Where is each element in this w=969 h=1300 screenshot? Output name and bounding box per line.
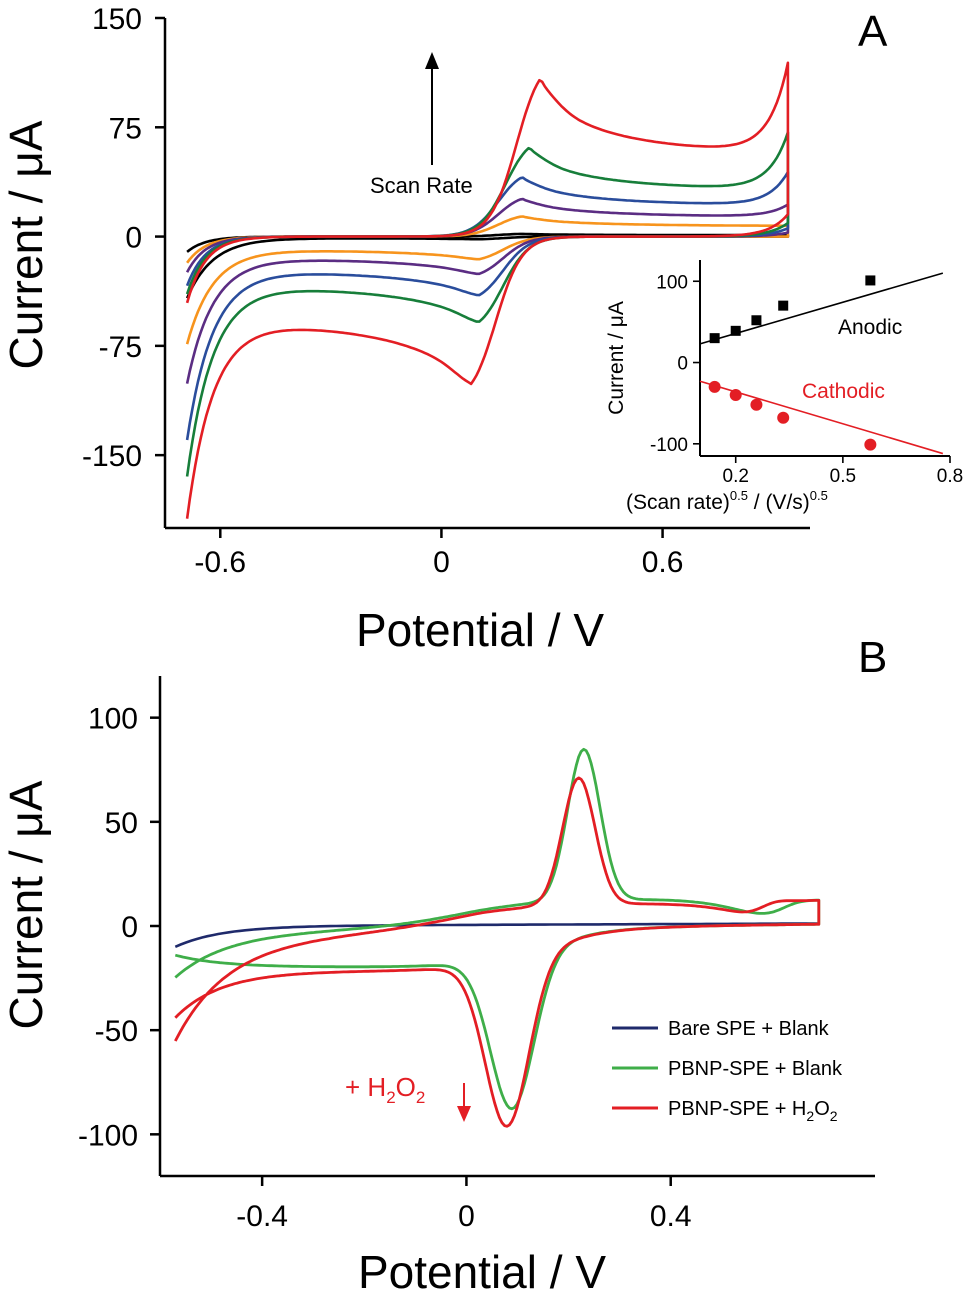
scan-rate-arrow <box>425 52 439 165</box>
panel-b-x-tick-label: 0 <box>458 1200 475 1233</box>
inset-x-title-mid: / (V/s) <box>748 491 810 514</box>
inset-x-tick-label: 0.8 <box>937 466 963 487</box>
inset-x-axis-title: (Scan rate)0.5 / (V/s)0.5 <box>626 488 828 514</box>
panel-a-y-tick-label: -75 <box>99 331 142 364</box>
h2o2-annotation: + H2O2 <box>345 1072 425 1107</box>
panel-b-x-tick-label: 0.4 <box>650 1200 692 1233</box>
h2o2-arrow <box>457 1083 471 1122</box>
panel-a-y-tick-label: 0 <box>125 222 142 255</box>
panel-a-cv-curve-6 <box>185 61 790 519</box>
panel-b-curves <box>174 747 821 1128</box>
inset-x-tick-label: 0.2 <box>723 466 749 487</box>
panel-a-y-tick-label: -150 <box>82 440 142 473</box>
panel-b-curve-bare-spe <box>174 922 819 948</box>
panel-a-y-axis-title: Current / μA <box>0 120 52 369</box>
panel-b-curve-pbnp-h2o2 <box>174 776 821 1128</box>
panel-a-x-axis-title: Potential / V <box>356 604 604 656</box>
panel-a-curves <box>185 61 790 519</box>
svg-text:PBNP-SPE + H2O2: PBNP-SPE + H2O2 <box>668 1098 838 1124</box>
panel-a-cv-curve-3 <box>185 197 790 384</box>
panel-b-y-tick-label: -100 <box>78 1119 138 1152</box>
panel-letter-a: A <box>858 7 888 56</box>
panel-b-x-axis-title: Potential / V <box>358 1246 606 1298</box>
inset-point-anodic <box>730 325 741 336</box>
inset-series <box>699 272 944 455</box>
inset-point-cathodic <box>864 438 877 451</box>
panel-a-cv-curve-5 <box>185 131 790 477</box>
panel-b-y-tick-label: 100 <box>88 703 138 736</box>
panel-a-y-tick-label: 150 <box>92 3 142 36</box>
panel-a-x-tick-label: 0 <box>433 546 450 579</box>
inset-point-cathodic <box>708 380 721 393</box>
panel-b-x-tick-label: -0.4 <box>236 1200 288 1233</box>
svg-text:Bare SPE + Blank: Bare SPE + Blank <box>668 1018 830 1040</box>
inset-x-tick-label: 0.5 <box>830 466 856 487</box>
panel-a-cv-curve-4 <box>185 170 790 441</box>
inset-label-anodic: Anodic <box>838 316 902 339</box>
svg-text:PBNP-SPE + Blank: PBNP-SPE + Blank <box>668 1058 843 1080</box>
panel-a-x-tick-label: -0.6 <box>194 546 246 579</box>
panel-letter-b: B <box>858 633 887 682</box>
panel-b-legend: Bare SPE + Blank PBNP-SPE + Blank PBNP-S… <box>612 1018 843 1124</box>
legend-item-pbnp-blank: PBNP-SPE + Blank <box>612 1058 843 1080</box>
inset-x-title-base: (Scan rate) <box>626 491 730 514</box>
inset-x-title-sup1: 0.5 <box>730 488 748 503</box>
panel-a-ticks: -0.6 0 0.6 -150 -75 0 75 150 <box>82 3 683 579</box>
inset-point-cathodic <box>777 411 790 424</box>
panel-b-y-tick-label: 0 <box>121 911 138 944</box>
panel-b-y-axis-title: Current / μA <box>0 780 52 1029</box>
inset-point-cathodic <box>729 389 742 402</box>
inset-label-cathodic: Cathodic <box>802 380 885 403</box>
inset-x-title-sup2: 0.5 <box>810 488 828 503</box>
inset-point-anodic <box>778 300 789 311</box>
panel-a-axes <box>163 18 810 530</box>
inset-y-axis-title: Current / μA <box>605 301 628 415</box>
panel-a-x-tick-label: 0.6 <box>642 546 684 579</box>
scan-rate-annotation: Scan Rate <box>370 173 473 198</box>
inset-point-anodic <box>709 333 720 344</box>
panel-b-y-tick-label: -50 <box>95 1015 138 1048</box>
inset-ticks: 0.2 0.5 0.8 100 0 -100 <box>650 272 963 487</box>
inset-point-anodic <box>865 275 876 286</box>
inset-point-cathodic <box>750 398 763 411</box>
panel-a-y-tick-label: 75 <box>109 112 142 145</box>
legend-item-pbnp-h2o2: PBNP-SPE + H2O2 <box>612 1098 838 1124</box>
inset-y-tick-label: 0 <box>677 354 688 375</box>
inset-y-tick-label: 100 <box>656 272 688 293</box>
panel-b-y-tick-label: 50 <box>105 807 138 840</box>
panel-a: A -0.6 0 0.6 -150 -75 0 75 150 Current / μA Pot… <box>0 3 963 656</box>
panel-b-ticks: -0.4 0 0.4 100 50 0 -50 -100 <box>78 703 692 1233</box>
inset-y-tick-label: -100 <box>650 435 688 456</box>
legend-item-bare-spe: Bare SPE + Blank <box>612 1018 830 1040</box>
panel-b: B -0.4 0 0.4 100 50 0 -50 -100 Current / μA Pot… <box>0 633 887 1298</box>
inset-point-anodic <box>751 315 762 326</box>
